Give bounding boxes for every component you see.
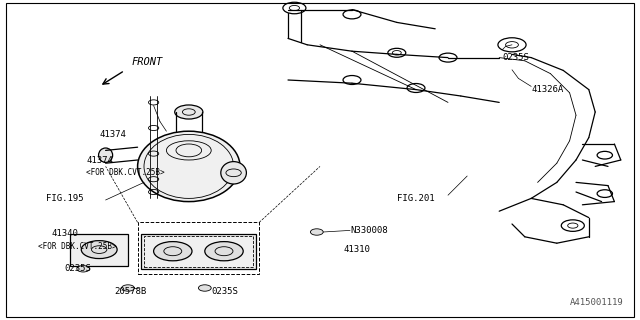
- Ellipse shape: [138, 131, 240, 202]
- Circle shape: [81, 241, 117, 259]
- Text: <FOR DBK.CVT.25B>: <FOR DBK.CVT.25B>: [38, 242, 117, 251]
- Circle shape: [310, 229, 323, 235]
- Circle shape: [154, 242, 192, 261]
- Bar: [70, 234, 128, 266]
- Bar: [138, 222, 259, 274]
- Text: 0235S: 0235S: [502, 53, 529, 62]
- Text: N330008: N330008: [351, 226, 388, 235]
- Text: 20578B: 20578B: [114, 287, 146, 296]
- Circle shape: [205, 242, 243, 261]
- Text: 41374: 41374: [86, 156, 113, 164]
- Text: FIG.195: FIG.195: [46, 194, 84, 203]
- Ellipse shape: [99, 148, 113, 163]
- Text: A415001119: A415001119: [570, 298, 624, 307]
- Text: 0235S: 0235S: [211, 287, 238, 296]
- Circle shape: [77, 266, 90, 272]
- Text: <FOR DBK.CVT.25B>: <FOR DBK.CVT.25B>: [86, 168, 165, 177]
- Text: 0235S: 0235S: [64, 264, 91, 273]
- Circle shape: [198, 285, 211, 291]
- Bar: [141, 234, 256, 269]
- Text: 41340: 41340: [51, 229, 78, 238]
- Text: FRONT: FRONT: [131, 57, 163, 67]
- Ellipse shape: [221, 162, 246, 184]
- Text: 41374: 41374: [99, 130, 126, 139]
- Circle shape: [122, 285, 134, 291]
- Bar: [144, 236, 253, 267]
- Text: 41310: 41310: [343, 245, 370, 254]
- Text: FIG.201: FIG.201: [397, 194, 435, 203]
- Circle shape: [175, 105, 203, 119]
- Text: 41326A: 41326A: [531, 85, 563, 94]
